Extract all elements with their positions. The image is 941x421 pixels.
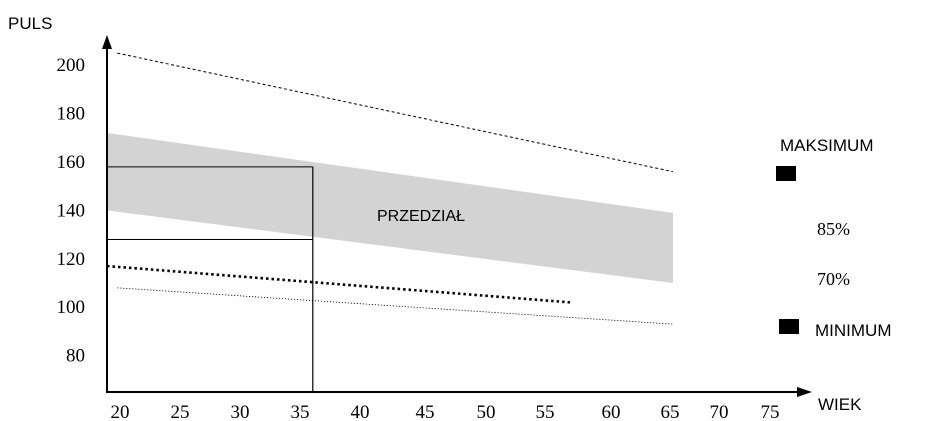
y-axis-arrow [102, 35, 112, 49]
x-tick-75: 75 [761, 402, 780, 421]
minimum-marker [779, 319, 799, 334]
series-line-dotted-bold [106, 264, 571, 304]
x-tick-70: 70 [710, 402, 729, 421]
x-tick-60: 60 [602, 402, 621, 421]
training-zone-band [107, 132, 673, 283]
y-tick-120: 120 [57, 249, 86, 270]
lower-percent-label: 70% [817, 269, 850, 289]
maksimum-marker [776, 166, 796, 181]
x-tick-65: 65 [661, 402, 680, 421]
x-tick-35: 35 [291, 402, 310, 421]
y-tick-180: 180 [57, 104, 86, 125]
series-lines [106, 52, 674, 325]
y-axis-title: PULS [8, 14, 52, 33]
x-tick-50: 50 [477, 402, 496, 421]
y-tick-80: 80 [66, 346, 85, 367]
x-tick-20: 20 [111, 402, 130, 421]
series-line-maksimum [117, 52, 674, 173]
przedzial-label: PRZEDZIAŁ [377, 208, 465, 225]
y-tick-160: 160 [57, 152, 86, 173]
x-axis-arrow [797, 387, 812, 397]
y-tick-labels: 200 180 160 140 120 100 80 [57, 55, 86, 366]
x-tick-45: 45 [416, 402, 435, 421]
y-tick-100: 100 [57, 297, 86, 318]
x-tick-55: 55 [536, 402, 555, 421]
x-axis-title: WIEK [818, 395, 862, 414]
band-fill [107, 132, 673, 283]
y-tick-140: 140 [57, 200, 86, 221]
upper-percent-label: 85% [817, 219, 850, 239]
y-tick-200: 200 [57, 55, 86, 76]
przedzial-box [107, 166, 314, 392]
maksimum-label: MAKSIMUM [780, 136, 874, 155]
x-tick-labels: 20 25 30 35 40 45 50 55 60 65 70 75 [111, 402, 780, 421]
x-tick-40: 40 [351, 402, 370, 421]
minimum-label: MINIMUM [815, 321, 891, 340]
x-tick-25: 25 [171, 402, 190, 421]
x-tick-30: 30 [231, 402, 250, 421]
series-line-minimum [117, 287, 673, 325]
